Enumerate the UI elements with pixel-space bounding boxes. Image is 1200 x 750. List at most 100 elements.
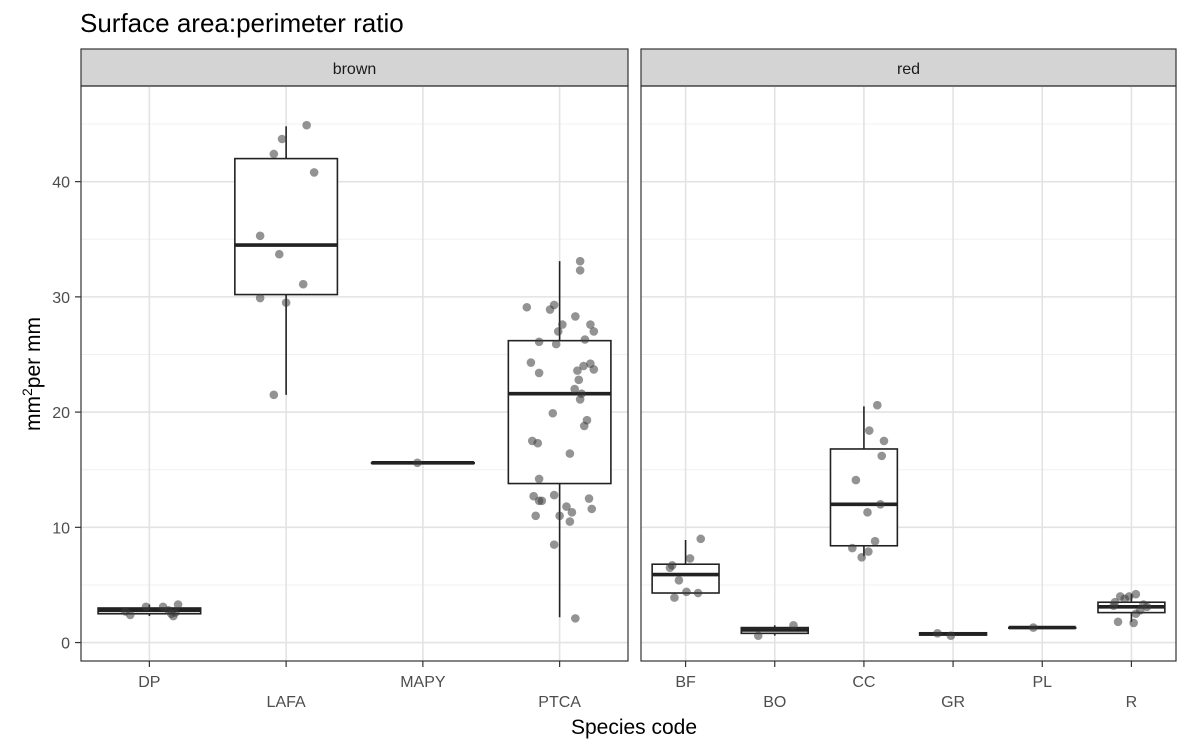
data-point-CC: [879, 436, 889, 446]
data-point-R: [1131, 589, 1141, 599]
box-LAFA: [234, 126, 339, 395]
facet-label-red: red: [897, 61, 920, 78]
y-axis-label-sup: 2: [19, 388, 35, 396]
x-axis-label: Species code: [571, 716, 697, 739]
data-point-PTCA: [548, 408, 558, 418]
data-point-LAFA: [269, 149, 279, 159]
data-point-BF: [670, 593, 679, 602]
data-point-PTCA: [534, 337, 544, 347]
data-point-PTCA: [574, 375, 584, 385]
box-MAPY: [370, 461, 475, 465]
data-point-CC: [877, 451, 887, 461]
data-point-PTCA: [527, 436, 537, 446]
data-point-PTCA: [553, 327, 563, 336]
data-point-PTCA: [580, 335, 590, 344]
data-point-PTCA: [534, 474, 544, 484]
data-point-PTCA: [573, 366, 582, 375]
data-point-PTCA: [534, 368, 544, 378]
data-point-PTCA: [587, 504, 597, 514]
data-point-BF: [685, 554, 695, 563]
x-tick-label-PTCA: PTCA: [538, 694, 581, 711]
data-point-PTCA: [562, 502, 571, 511]
data-point-PTCA: [579, 361, 588, 371]
data-point-PTCA: [575, 266, 585, 275]
y-axis-label-main: mm: [22, 396, 45, 431]
x-tick-label-GR: GR: [941, 694, 965, 711]
data-point-PTCA: [549, 300, 559, 310]
x-tick-label-DP: DP: [138, 674, 160, 691]
chart-title: Surface area:perimeter ratio: [80, 8, 404, 38]
data-point-PTCA: [549, 540, 559, 549]
y-tick-label: 0: [61, 636, 70, 653]
y-tick-label: 20: [52, 405, 70, 422]
data-point-PTCA: [537, 496, 547, 506]
data-point-PTCA: [567, 508, 577, 517]
box-PL: [1008, 625, 1077, 630]
data-point-PTCA: [551, 339, 561, 349]
data-point-PTCA: [549, 490, 559, 500]
data-point-R: [1129, 618, 1138, 628]
data-point-PTCA: [577, 389, 586, 398]
data-point-PTCA: [529, 491, 538, 501]
x-tick-label-LAFA: LAFA: [267, 694, 306, 711]
data-point-BF: [667, 561, 677, 570]
data-point-R: [1113, 617, 1123, 627]
box-BF: [651, 540, 720, 594]
y-axis-label: mm2per mm: [19, 317, 45, 431]
data-point-PTCA: [586, 320, 595, 329]
data-point-GR: [946, 631, 956, 640]
data-point-LAFA: [302, 120, 311, 130]
x-tick-label-PL: PL: [1032, 674, 1052, 691]
box-iqr: [234, 157, 339, 296]
x-tick-label-R: R: [1126, 694, 1138, 711]
data-point-CC: [863, 508, 872, 517]
data-point-CC: [864, 547, 873, 556]
data-point-MAPY: [413, 458, 422, 468]
data-point-PTCA: [582, 415, 592, 425]
data-point-PTCA: [589, 327, 599, 336]
facet-label-brown: brown: [333, 61, 377, 78]
data-point-LAFA: [309, 168, 319, 177]
x-tick-label-MAPY: MAPY: [400, 674, 446, 691]
data-point-BO: [789, 620, 798, 630]
y-tick-label: 30: [52, 290, 70, 307]
data-point-BO: [753, 631, 763, 640]
data-point-PTCA: [584, 494, 594, 503]
data-point-PTCA: [565, 517, 575, 526]
data-point-PTCA: [589, 365, 599, 374]
data-point-R: [1124, 592, 1134, 601]
facet-strip-red: [640, 48, 1177, 87]
data-point-BF: [682, 587, 691, 597]
data-point-LAFA: [277, 134, 287, 144]
data-point-PTCA: [526, 358, 536, 367]
data-point-PTCA: [558, 320, 567, 329]
data-point-PTCA: [570, 384, 579, 394]
data-point-LAFA: [281, 298, 291, 307]
data-point-PTCA: [565, 449, 575, 458]
data-point-R: [1110, 597, 1120, 607]
data-point-R: [1142, 602, 1152, 612]
data-point-PTCA: [571, 614, 580, 623]
x-tick-label-BO: BO: [763, 694, 786, 711]
data-point-PL: [1029, 623, 1038, 632]
data-point-PTCA: [522, 302, 532, 312]
data-point-CC: [876, 499, 885, 509]
data-point-LAFA: [274, 249, 284, 259]
data-point-DP: [125, 610, 135, 620]
data-point-LAFA: [269, 390, 279, 400]
data-point-PTCA: [575, 256, 585, 266]
data-point-CC: [857, 552, 866, 562]
data-point-CC: [872, 400, 882, 410]
data-point-LAFA: [255, 231, 265, 241]
box-PTCA: [507, 261, 612, 618]
x-tick-label-CC: CC: [852, 674, 875, 691]
box-R: [1097, 594, 1166, 622]
data-point-CC: [851, 475, 861, 485]
y-tick-label: 10: [52, 520, 70, 537]
box-iqr: [829, 448, 899, 547]
data-point-LAFA: [298, 279, 308, 289]
box-CC: [829, 406, 899, 557]
data-point-PTCA: [571, 312, 580, 321]
